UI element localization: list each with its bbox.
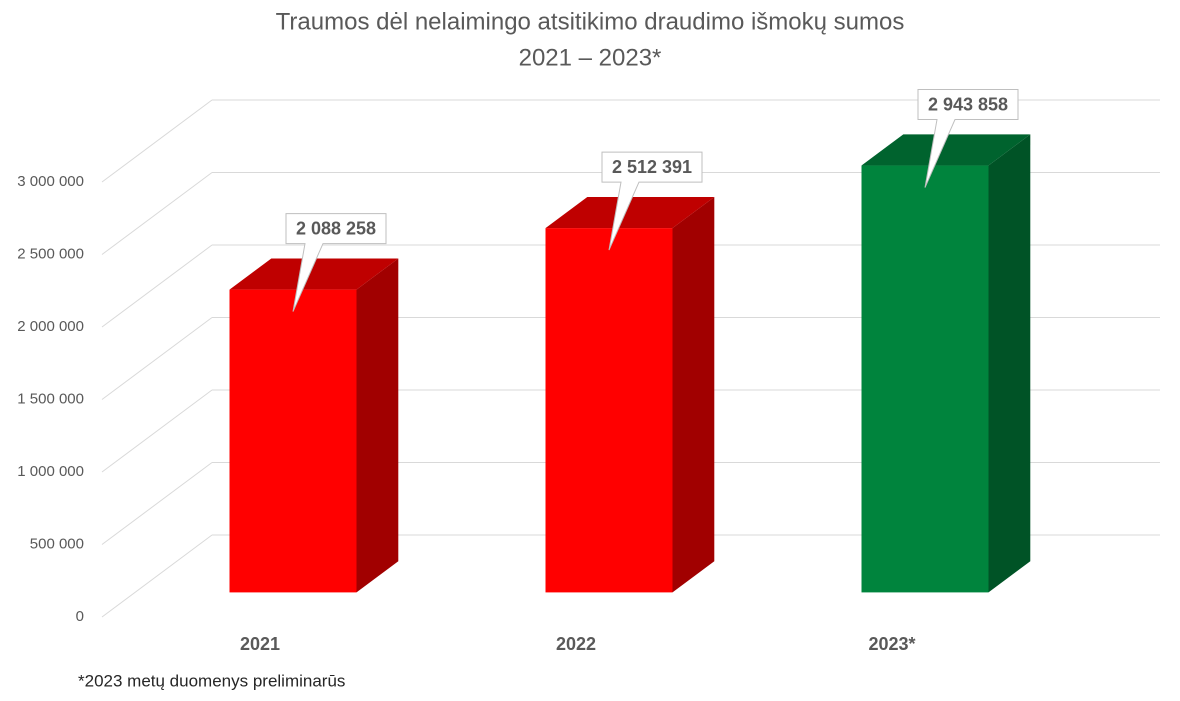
bar	[545, 228, 673, 593]
x-tick-label: 2022	[556, 634, 596, 654]
y-tick-label: 500 000	[30, 535, 84, 552]
chart-title: Traumos dėl nelaimingo atsitikimo draudi…	[276, 8, 905, 35]
data-label: 2 512 391	[612, 157, 692, 177]
grid-line	[101, 534, 213, 618]
data-label-box	[285, 213, 387, 312]
bar	[861, 165, 989, 593]
x-tick-label: 2023*	[868, 634, 915, 654]
x-tick-label: 2021	[240, 634, 280, 654]
bar-side	[672, 196, 715, 593]
grid-line	[101, 389, 213, 473]
grid-line	[101, 99, 213, 183]
bar-top	[229, 258, 399, 290]
grid-line	[101, 317, 213, 400]
bar-top	[861, 134, 1031, 166]
grid-line	[101, 462, 213, 545]
data-label-box	[601, 151, 703, 251]
bar-top	[545, 196, 715, 229]
y-tick-label: 1 500 000	[17, 390, 84, 407]
data-label: 2 088 258	[296, 218, 376, 238]
grid-line	[101, 244, 213, 328]
footnote: *2023 metų duomenys preliminarūs	[78, 671, 345, 690]
grid-line	[101, 172, 213, 255]
bar	[229, 289, 357, 593]
bar-side	[356, 258, 399, 593]
data-label-box	[917, 89, 1019, 188]
bar-side	[988, 134, 1031, 593]
y-tick-label: 2 500 000	[17, 245, 84, 262]
y-tick-label: 1 000 000	[17, 463, 84, 480]
y-tick-label: 3 000 000	[17, 173, 84, 190]
y-tick-label: 0	[76, 608, 84, 625]
data-label: 2 943 858	[928, 94, 1008, 114]
y-tick-label: 2 000 000	[17, 318, 84, 335]
chart-title: 2021 – 2023*	[519, 44, 662, 71]
